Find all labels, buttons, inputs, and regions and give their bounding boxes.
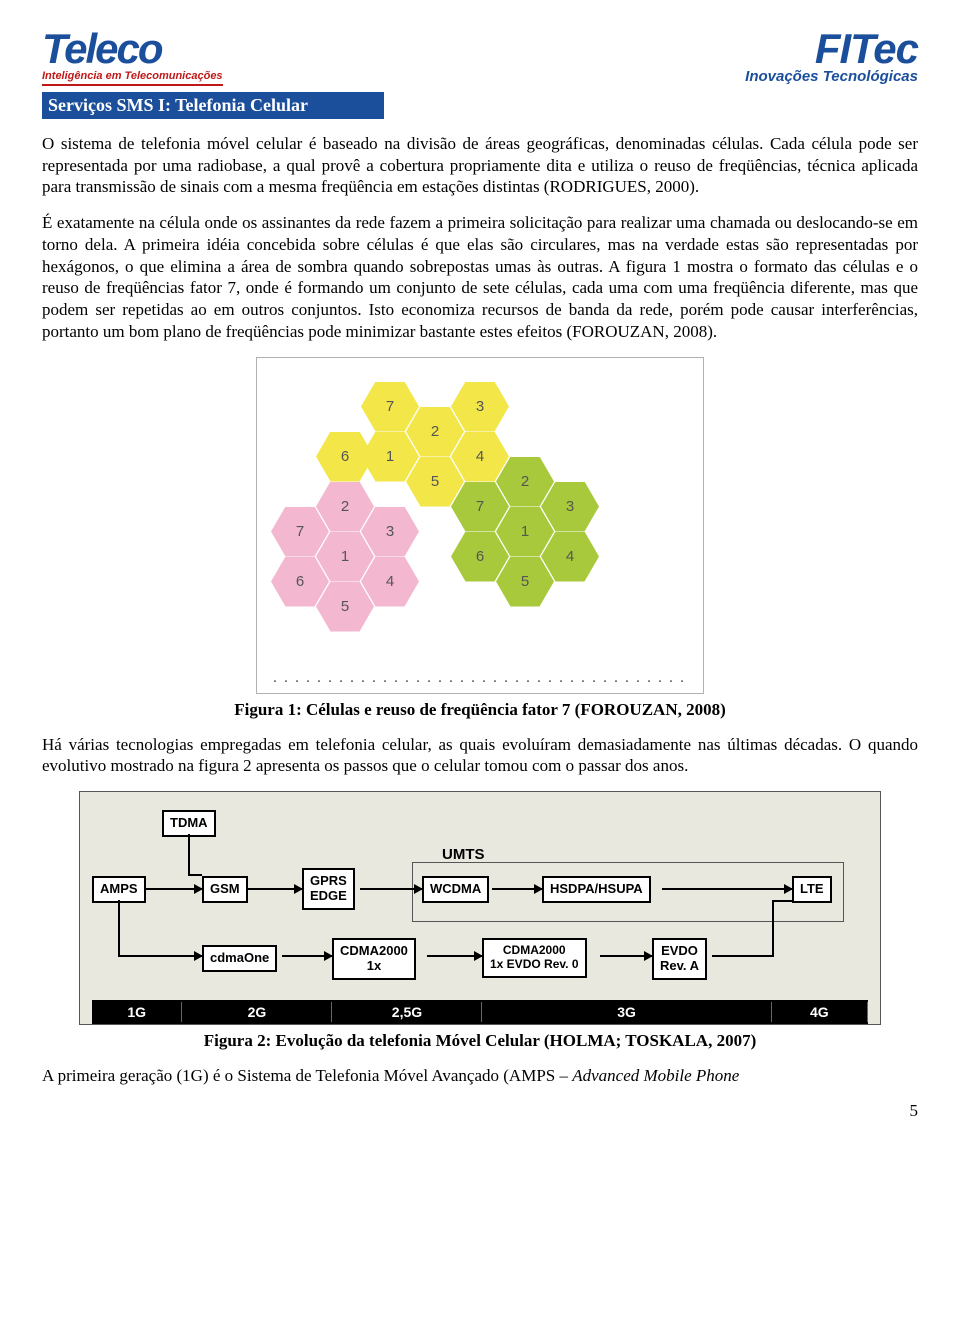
conn-tdma-h xyxy=(188,874,202,876)
box-tdma: TDMA xyxy=(162,810,216,837)
fitec-logo: FITec Inovações Tecnológicas xyxy=(745,30,918,85)
hex-cell: 6 xyxy=(271,557,329,607)
arrow-wcdma-hsdpa xyxy=(534,884,543,894)
arrow-gsm-gprs xyxy=(294,884,303,894)
umts-label: UMTS xyxy=(442,846,485,863)
box-evdo-reva: EVDO Rev. A xyxy=(652,938,707,980)
hex-cell: 7 xyxy=(361,382,419,432)
hex-cell: 4 xyxy=(451,432,509,482)
section-title-bar: Serviços SMS I: Telefonia Celular xyxy=(42,92,384,119)
page-root: Teleco Inteligência em Telecomunicações … xyxy=(0,0,960,1141)
figure-1-caption: Figura 1: Células e reuso de freqüência … xyxy=(42,700,918,720)
generation-cell: 4G xyxy=(772,1002,868,1022)
teleco-tagline: Inteligência em Telecomunicações xyxy=(42,70,223,86)
evo-inner: UMTS TDMA AMPS GSM GPRS EDGE WCDMA HSDPA… xyxy=(80,792,880,1024)
hex-cell: 2 xyxy=(316,482,374,532)
fitec-wordmark: FITec xyxy=(745,30,918,68)
box-cdma2000-evdo: CDMA2000 1x EVDO Rev. 0 xyxy=(482,938,587,978)
paragraph-1: O sistema de telefonia móvel celular é b… xyxy=(42,133,918,198)
evo-frame: UMTS TDMA AMPS GSM GPRS EDGE WCDMA HSDPA… xyxy=(79,791,881,1025)
box-hsdpa: HSDPA/HSUPA xyxy=(542,876,651,903)
paragraph-4: A primeira geração (1G) é o Sistema de T… xyxy=(42,1065,918,1087)
box-lte: LTE xyxy=(792,876,832,903)
conn-amps-cdmaone xyxy=(118,955,202,957)
conn-evdoa-h xyxy=(712,955,772,957)
arrow-gprs-wcdma xyxy=(414,884,423,894)
generation-cell: 2,5G xyxy=(332,1002,482,1022)
generation-cell: 1G xyxy=(92,1002,182,1022)
hex-cell: 7 xyxy=(271,507,329,557)
hex-dots-row: ・・・・・・・・・・・・・・・・・・・・・・・・・・・・・・・・・・・・・・ xyxy=(271,676,689,687)
box-gsm: GSM xyxy=(202,876,248,903)
page-number: 5 xyxy=(42,1101,918,1121)
p4-italic: Advanced Mobile Phone xyxy=(572,1066,739,1085)
figure-2: UMTS TDMA AMPS GSM GPRS EDGE WCDMA HSDPA… xyxy=(42,791,918,1025)
hex-cell: 5 xyxy=(496,557,554,607)
generation-bar: 1G2G2,5G3G4G xyxy=(92,1000,868,1024)
conn-amps-down xyxy=(118,900,120,955)
paragraph-3: Há várias tecnologias empregadas em tele… xyxy=(42,734,918,778)
box-gprs-edge: GPRS EDGE xyxy=(302,868,355,910)
hex-cell: 3 xyxy=(541,482,599,532)
box-wcdma: WCDMA xyxy=(422,876,489,903)
hex-cell: 5 xyxy=(316,582,374,632)
hex-cell: 2 xyxy=(496,457,554,507)
generation-cell: 2G xyxy=(182,1002,332,1022)
conn-hsdpa-lte xyxy=(662,888,792,890)
hex-cell: 4 xyxy=(361,557,419,607)
arrow-amps-cdmaone xyxy=(194,951,203,961)
hex-diagram-frame: 732614522737311646455 ・・・・・・・・・・・・・・・・・・… xyxy=(256,357,704,694)
p4-prefix: A primeira geração (1G) é o Sistema de T… xyxy=(42,1066,572,1085)
hex-cell: 6 xyxy=(451,532,509,582)
figure-1: 732614522737311646455 ・・・・・・・・・・・・・・・・・・… xyxy=(42,357,918,694)
hex-cell: 5 xyxy=(406,457,464,507)
hex-cell: 7 xyxy=(451,482,509,532)
conn-gprs-wcdma xyxy=(360,888,422,890)
box-cdmaone: cdmaOne xyxy=(202,945,277,972)
fitec-tagline: Inovações Tecnológicas xyxy=(745,68,918,85)
arrow-cdma2000-evdo0 xyxy=(474,951,483,961)
teleco-wordmark: Teleco xyxy=(42,30,223,68)
figure-2-caption: Figura 2: Evolução da telefonia Móvel Ce… xyxy=(42,1031,918,1051)
arrow-cdmaone-cdma2000 xyxy=(324,951,333,961)
hex-cell: 3 xyxy=(361,507,419,557)
conn-evdoa-up xyxy=(772,900,774,957)
arrow-hsdpa-lte xyxy=(784,884,793,894)
hex-cell: 2 xyxy=(406,407,464,457)
hex-cell: 1 xyxy=(496,507,554,557)
conn-evdoa-lte xyxy=(772,900,792,902)
header-row: Teleco Inteligência em Telecomunicações … xyxy=(42,30,918,86)
hex-cell: 1 xyxy=(316,532,374,582)
box-cdma2000-1x: CDMA2000 1x xyxy=(332,938,416,980)
hex-cell: 3 xyxy=(451,382,509,432)
hex-cell: 4 xyxy=(541,532,599,582)
arrow-evdo0-evdoa xyxy=(644,951,653,961)
paragraph-2: É exatamente na célula onde os assinante… xyxy=(42,212,918,343)
hex-board: 732614522737311646455 xyxy=(271,372,631,672)
hex-cell: 1 xyxy=(361,432,419,482)
conn-tdma-down xyxy=(188,834,190,876)
arrow-amps-gsm xyxy=(194,884,203,894)
evo-rows: UMTS TDMA AMPS GSM GPRS EDGE WCDMA HSDPA… xyxy=(92,810,868,1000)
teleco-logo: Teleco Inteligência em Telecomunicações xyxy=(42,30,223,86)
generation-cell: 3G xyxy=(482,1002,771,1022)
box-amps: AMPS xyxy=(92,876,146,903)
